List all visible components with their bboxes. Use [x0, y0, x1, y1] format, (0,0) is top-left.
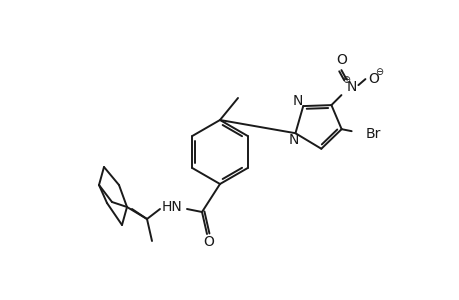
- Text: O: O: [203, 235, 214, 249]
- Text: HN: HN: [161, 200, 182, 214]
- Text: O: O: [367, 72, 378, 86]
- Text: O: O: [335, 53, 346, 67]
- Text: ⊕: ⊕: [341, 75, 350, 85]
- Text: N: N: [292, 94, 303, 108]
- Text: Br: Br: [365, 127, 380, 141]
- Text: N: N: [346, 80, 356, 94]
- Text: N: N: [288, 133, 298, 147]
- Text: ⊖: ⊖: [375, 67, 383, 77]
